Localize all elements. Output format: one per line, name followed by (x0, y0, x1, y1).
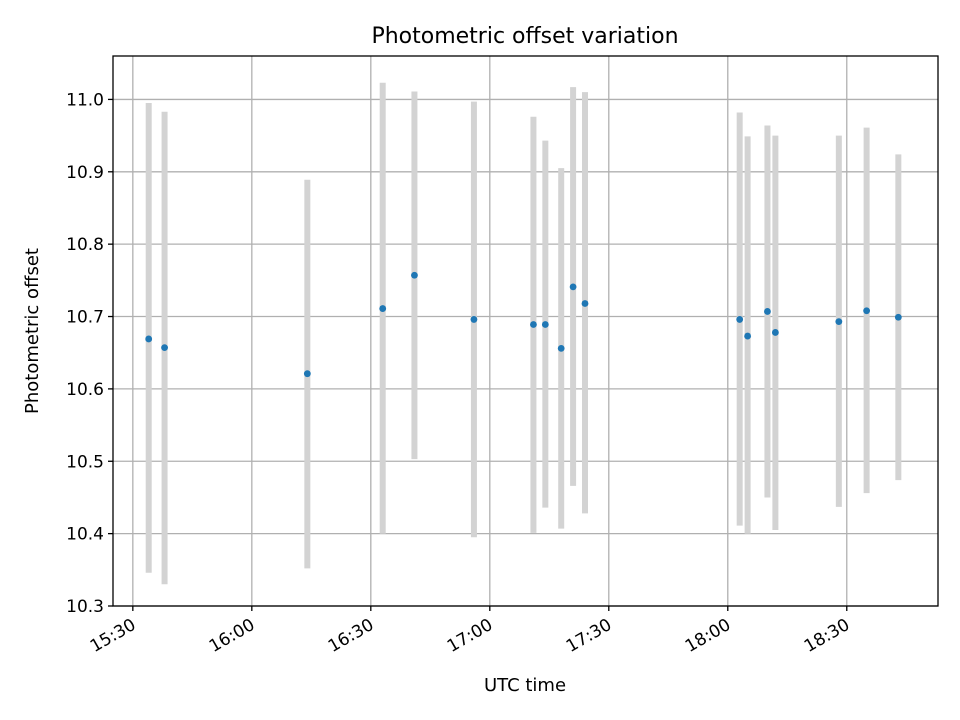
data-point (541, 321, 549, 328)
data-point (863, 307, 871, 315)
data-point (557, 344, 565, 352)
data-point (161, 344, 168, 352)
y-tick-label: 10.8 (66, 235, 104, 255)
data-point (835, 318, 843, 325)
data-point (569, 283, 577, 291)
y-tick-label: 10.4 (66, 525, 104, 545)
y-tick-label: 10.9 (66, 163, 104, 183)
y-axis-ticks: 10.3 10.4 10.5 10.6 10.7 10.8 10.9 11.0 (66, 90, 113, 617)
data-point (470, 316, 478, 323)
chart-title: Photometric offset variation (371, 24, 678, 49)
plot-frame (112, 55, 939, 607)
y-tick-label: 11.0 (66, 90, 104, 110)
y-tick-label: 10.5 (66, 452, 104, 472)
data-point (411, 271, 418, 279)
y-tick-label: 10.3 (66, 597, 104, 617)
data-point (379, 305, 387, 312)
y-tick-label: 10.7 (66, 308, 104, 328)
data-point (744, 332, 752, 340)
y-tick-label: 10.6 (66, 380, 104, 400)
data-point (303, 370, 311, 378)
data-points (145, 271, 902, 378)
plot-area-background (113, 56, 938, 606)
data-point (736, 316, 744, 323)
data-point (894, 313, 902, 321)
data-point (764, 308, 771, 315)
y-axis-label: Photometric offset (22, 248, 43, 414)
data-point (145, 335, 153, 343)
x-axis-label: UTC time (484, 675, 566, 696)
data-point (771, 329, 779, 336)
data-point (581, 300, 589, 307)
data-point (530, 321, 537, 328)
